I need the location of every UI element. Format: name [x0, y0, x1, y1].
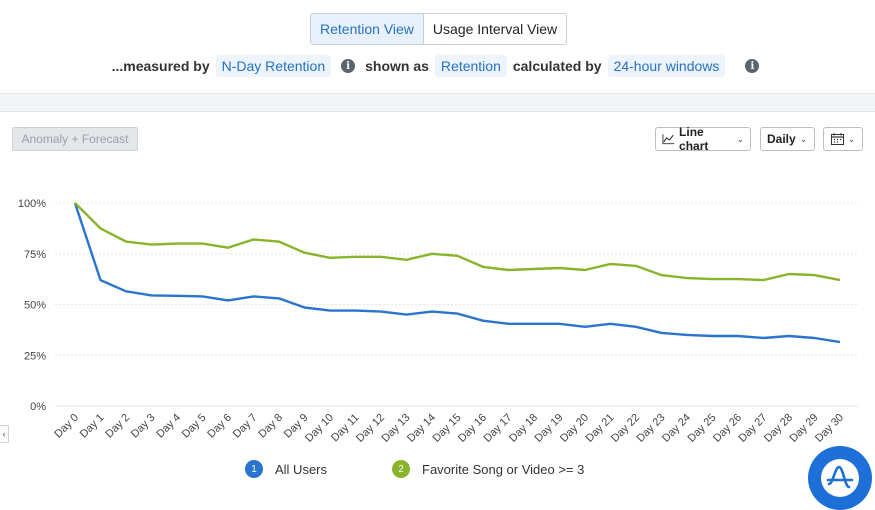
y-tick-label: 100% — [18, 198, 46, 210]
legend-item-all-users[interactable]: 1 All Users — [245, 460, 327, 478]
x-tick-label: Day 5 — [180, 412, 209, 441]
y-tick-label: 25% — [24, 350, 46, 362]
series-line-1[interactable] — [73, 202, 841, 344]
amplitude-logo-icon — [821, 459, 859, 497]
chart-type-dropdown[interactable]: Line chart ⌄ — [655, 125, 751, 153]
chart-legend: 1 All Users 2 Favorite Song or Video >= … — [0, 460, 875, 480]
chevron-down-icon: ⌄ — [736, 133, 744, 144]
shown-as-selector[interactable]: Retention — [434, 55, 507, 77]
x-tick-label: Day 3 — [129, 412, 158, 441]
y-tick-label: 50% — [24, 300, 46, 312]
x-tick-label: Day 6 — [205, 412, 234, 441]
date-range-dropdown[interactable]: ⌄ — [823, 127, 863, 151]
chevron-down-icon: ⌄ — [799, 133, 808, 144]
calendar-icon — [830, 133, 844, 145]
series-badge: 2 — [392, 460, 410, 478]
series-line-2[interactable] — [74, 202, 841, 282]
calculated-by-label: calculated by — [512, 58, 602, 74]
x-tick-label: Day 8 — [256, 412, 285, 441]
chevron-down-icon: ⌄ — [847, 133, 856, 144]
info-icon[interactable]: i — [341, 59, 356, 73]
metric-selector[interactable]: N-Day Retention — [215, 55, 332, 77]
view-toggle: Retention View Usage Interval View — [310, 13, 568, 45]
x-tick-label: Day 30 — [813, 412, 846, 445]
series-badge: 1 — [245, 460, 263, 478]
legend-item-favorite-song[interactable]: 2 Favorite Song or Video >= 3 — [392, 460, 584, 478]
interval-dropdown[interactable]: Daily ⌄ — [760, 127, 815, 151]
line-chart-icon — [662, 134, 675, 145]
anomaly-forecast-button[interactable]: Anomaly + Forecast — [12, 127, 138, 151]
interval-label: Daily — [767, 132, 796, 146]
y-tick-label: 0% — [30, 401, 46, 413]
x-tick-label: Day 2 — [103, 412, 132, 441]
measured-by-label: ...measured by — [111, 58, 210, 74]
retention-view-tab[interactable]: Retention View — [311, 14, 424, 44]
amplitude-logo-button[interactable] — [808, 446, 872, 510]
collapse-panel-tab[interactable]: ‹ — [0, 425, 9, 443]
measure-row: ...measured by N-Day Retention i shown a… — [0, 54, 875, 78]
x-tick-label: Day 4 — [154, 412, 183, 441]
info-icon[interactable]: i — [745, 59, 760, 73]
calculated-by-selector[interactable]: 24-hour windows — [607, 55, 726, 77]
x-tick-label: Day 0 — [52, 412, 81, 441]
legend-label: Favorite Song or Video >= 3 — [422, 461, 585, 477]
chart-type-label: Line chart — [679, 125, 709, 153]
x-tick-label: Day 7 — [231, 412, 260, 441]
section-divider — [0, 93, 875, 112]
x-tick-label: Day 10 — [303, 412, 336, 445]
shown-as-label: shown as — [365, 58, 429, 74]
usage-interval-view-tab[interactable]: Usage Interval View — [423, 14, 567, 44]
x-tick-label: Day 1 — [78, 412, 107, 441]
legend-label: All Users — [275, 461, 328, 477]
y-tick-label: 75% — [24, 249, 46, 261]
